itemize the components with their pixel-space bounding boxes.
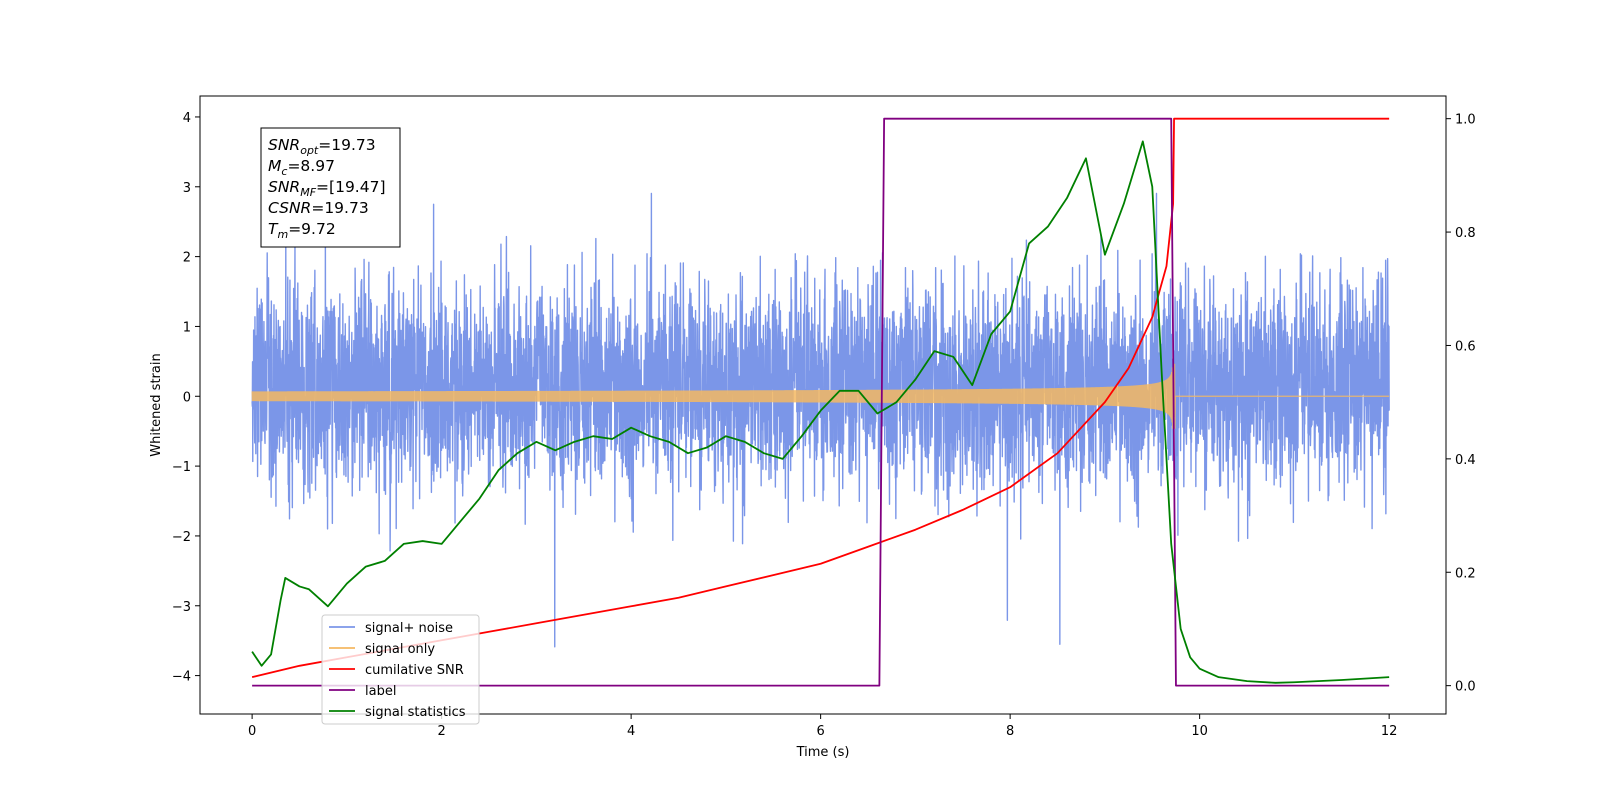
x-axis-label: Time (s) <box>796 745 850 760</box>
y2-tick-label: 0.6 <box>1455 339 1476 354</box>
y-axis-left: 4 3 2 1 0 −1 −2 −3 −4 <box>172 111 200 685</box>
info-line: CSNR=19.73 <box>268 199 369 217</box>
y2-tick-label: 0.2 <box>1455 566 1476 581</box>
x-tick-label: 4 <box>627 724 635 739</box>
info-line: SNRMF=[19.47] <box>268 178 386 199</box>
y-tick-label: 2 <box>183 251 191 266</box>
series-signal-only <box>251 363 1390 429</box>
legend-label: signal statistics <box>365 705 466 720</box>
info-line: Mc=8.97 <box>268 157 335 178</box>
legend: signal+ noise signal only cumilative SNR la… <box>321 614 480 725</box>
y-tick-label: −3 <box>172 600 191 615</box>
y-tick-label: 1 <box>183 320 191 335</box>
legend-label: label <box>365 684 396 699</box>
plot-frame <box>199 95 1447 715</box>
y2-tick-label: 0.0 <box>1455 680 1476 695</box>
series-signal-noise <box>251 192 1390 648</box>
x-tick-label: 6 <box>816 724 824 739</box>
series-label <box>252 117 1390 687</box>
series-signal-statistics <box>251 140 1390 684</box>
y-tick-label: 4 <box>183 111 191 126</box>
info-line: Tm=9.72 <box>268 220 336 241</box>
y2-tick-label: 1.0 <box>1455 113 1476 128</box>
legend-label: cumilative SNR <box>365 663 464 678</box>
legend-label: signal only <box>365 642 435 657</box>
x-tick-label: 0 <box>248 724 256 739</box>
y-tick-label: 3 <box>183 181 191 196</box>
y-tick-label: 0 <box>183 390 191 405</box>
y-axis-right: 1.0 0.8 0.6 0.4 0.2 0.0 <box>1446 113 1476 695</box>
x-tick-label: 8 <box>1006 724 1014 739</box>
info-line: SNRopt=19.73 <box>268 136 376 157</box>
info-annotation-box: SNRopt=19.73Mc=8.97SNRMF=[19.47]CSNR=19.… <box>260 127 401 248</box>
x-tick-label: 2 <box>437 724 445 739</box>
y-axis-label: Whitened strain <box>149 353 164 456</box>
legend-label: signal+ noise <box>365 621 453 636</box>
y-tick-label: −1 <box>172 460 191 475</box>
y-tick-label: −4 <box>172 670 191 685</box>
x-tick-label: 10 <box>1191 724 1208 739</box>
x-tick-label: 12 <box>1381 724 1398 739</box>
y2-tick-label: 0.4 <box>1455 453 1476 468</box>
y-tick-label: −2 <box>172 530 191 545</box>
y2-tick-label: 0.8 <box>1455 226 1476 241</box>
